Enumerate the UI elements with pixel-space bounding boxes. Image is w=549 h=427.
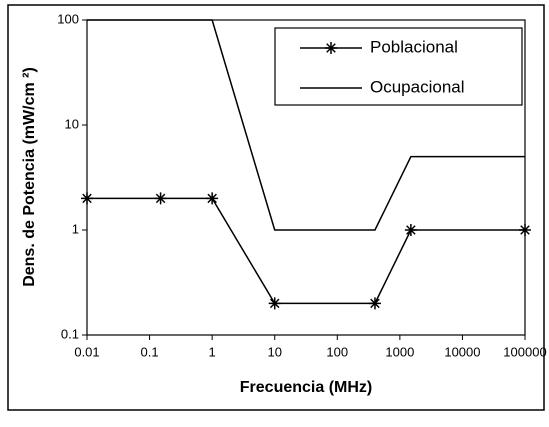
legend-label: Ocupacional [370,77,465,96]
x-tick-label: 100 [326,344,348,359]
marker [368,297,381,310]
plot-area [86,19,526,336]
x-tick-label: 0.1 [141,344,159,359]
legend [274,27,523,106]
x-tick-label: 10000 [444,344,480,359]
marker [268,297,281,310]
marker [404,224,417,236]
y-tick-label: 1 [72,221,79,236]
y-tick-label: 10 [65,116,79,131]
marker [81,192,93,205]
x-tick-label: 1 [209,344,216,359]
frame [7,4,545,411]
line [87,197,525,305]
x-tick-label: 10 [267,344,281,359]
marker [154,192,167,205]
x-tick-label: 0.01 [74,344,99,359]
legend-label: Poblacional [370,37,458,56]
x-axis-label: Frecuencia (MHz) [240,379,372,396]
y-tick-label: 100 [57,11,79,26]
y-tick-label: 0.1 [61,326,79,341]
x-tick-label: 1000 [385,344,414,359]
marker [519,224,531,236]
x-tick-label: 100000 [503,344,546,359]
legend-marker [325,42,337,54]
y-axis-label: Dens. de Potencia (mW/cm ²) [21,67,38,287]
line [87,19,525,231]
marker [206,192,219,205]
